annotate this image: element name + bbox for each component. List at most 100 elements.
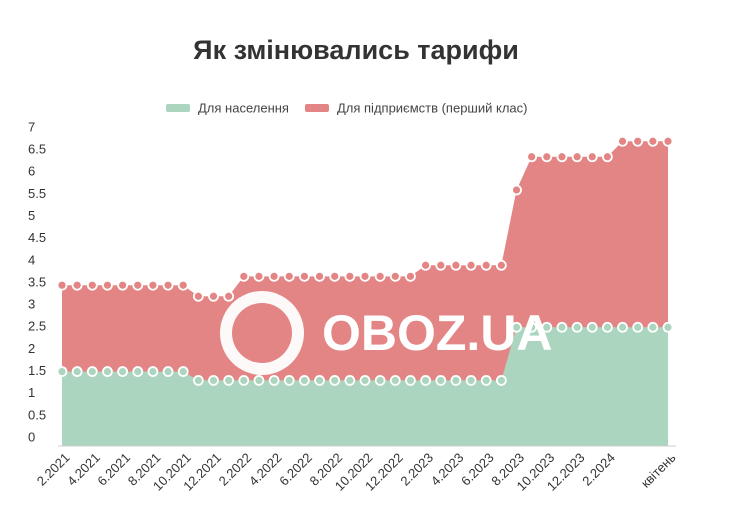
point [556, 321, 568, 333]
point [632, 321, 644, 333]
point [192, 375, 204, 386]
point [86, 279, 98, 291]
y-tick-label: 3.5 [28, 274, 46, 289]
point [132, 279, 144, 291]
point [465, 375, 477, 386]
point [495, 375, 507, 386]
point [450, 375, 462, 386]
point [480, 375, 492, 386]
y-tick-label: 5 [28, 208, 35, 223]
point [298, 375, 310, 386]
point [465, 259, 477, 271]
point [147, 279, 159, 291]
legend-label: Для підприємств (перший клас) [337, 100, 528, 115]
point [238, 270, 250, 282]
y-tick-label: 0 [28, 429, 35, 444]
point [541, 321, 553, 333]
y-tick-label: 3 [28, 297, 35, 312]
point [586, 151, 598, 163]
point [495, 259, 507, 271]
y-tick-label: 0.5 [28, 407, 46, 422]
point [56, 279, 68, 291]
point [617, 321, 628, 333]
point [526, 151, 538, 163]
x-tick-label: 2.2023 [397, 450, 436, 489]
point [420, 375, 432, 386]
point [177, 279, 189, 291]
y-tick-label: 2 [28, 341, 35, 356]
point [359, 375, 371, 386]
point [162, 366, 174, 377]
point [117, 279, 128, 291]
point [223, 375, 235, 386]
point [86, 366, 98, 377]
point [71, 366, 83, 377]
x-tick-label: 6.2023 [458, 450, 497, 489]
point [647, 135, 659, 147]
point [480, 259, 492, 271]
x-tick-label: 4.2023 [428, 450, 467, 489]
point [344, 375, 356, 386]
legend-swatch [304, 104, 329, 112]
point [71, 279, 83, 291]
point [344, 270, 356, 282]
point [56, 366, 68, 377]
point [374, 270, 386, 282]
point [405, 375, 416, 386]
point [389, 375, 401, 386]
point [571, 151, 583, 163]
point [435, 259, 447, 271]
y-tick-label: 2.5 [28, 319, 46, 334]
point [511, 321, 522, 333]
point [147, 366, 159, 377]
point [283, 270, 295, 282]
point [617, 135, 628, 147]
point [662, 321, 674, 333]
point [177, 366, 189, 377]
point [405, 270, 416, 282]
point [571, 321, 583, 333]
point [359, 270, 371, 282]
point [253, 375, 265, 386]
point [314, 270, 325, 282]
point [268, 375, 280, 386]
legend-label: Для населення [198, 100, 289, 115]
point [647, 321, 659, 333]
legend-swatch [166, 104, 190, 112]
point [511, 184, 522, 196]
y-tick-label: 4 [28, 252, 35, 267]
point [208, 375, 219, 386]
x-tick-label: 4.2022 [246, 450, 285, 489]
watermark: OBOZ.UA [322, 305, 553, 361]
chart-title: Як змінювались тарифи [193, 35, 519, 65]
point [420, 259, 432, 271]
point [132, 366, 144, 377]
y-tick-label: 6.5 [28, 142, 46, 157]
point [298, 270, 310, 282]
x-tick-label: 6.2022 [276, 450, 315, 489]
point [602, 321, 613, 333]
x-tick-label: 4.2021 [64, 450, 103, 489]
point [192, 290, 204, 302]
point [662, 135, 674, 147]
watermark-globe [232, 303, 292, 363]
point [314, 375, 325, 386]
y-tick-label: 5.5 [28, 186, 46, 201]
point [541, 151, 553, 163]
point [238, 375, 250, 386]
point [268, 270, 280, 282]
point [435, 375, 447, 386]
point [450, 259, 462, 271]
point [556, 151, 568, 163]
point [602, 151, 613, 163]
x-tick-label: квітень [638, 450, 679, 491]
x-tick-label: 6.2021 [94, 450, 133, 489]
point [253, 270, 265, 282]
point [632, 135, 644, 147]
point [586, 321, 598, 333]
y-tick-label: 1.5 [28, 363, 46, 378]
y-tick-label: 7 [28, 119, 35, 134]
point [208, 290, 219, 302]
point [374, 375, 386, 386]
area [62, 327, 668, 446]
